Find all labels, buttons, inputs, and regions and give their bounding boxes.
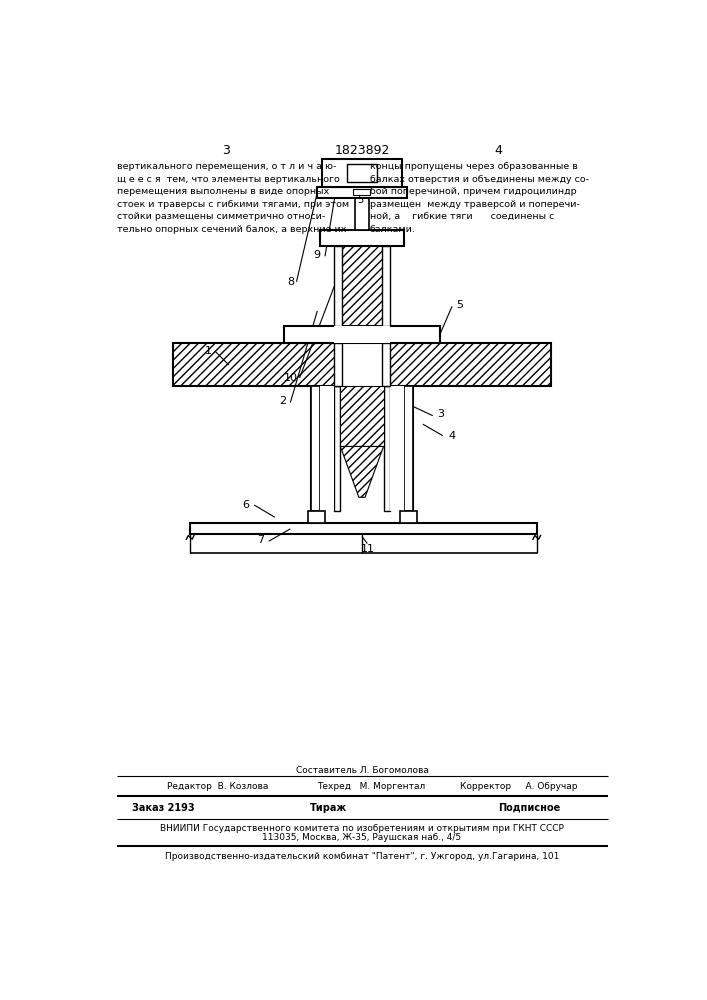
Bar — [399, 511, 416, 523]
Bar — [354, 189, 370, 195]
Text: Производственно-издательский комбинат "Патент", г. Ужгород, ул.Гагарина, 101: Производственно-издательский комбинат "П… — [165, 852, 559, 861]
Bar — [320, 230, 404, 246]
Bar — [334, 386, 340, 511]
Bar — [342, 246, 382, 326]
Text: 1823892: 1823892 — [334, 144, 390, 157]
Text: 3: 3 — [437, 409, 444, 419]
Bar — [390, 386, 404, 511]
Bar — [382, 343, 390, 386]
Text: Техред   М. Моргентал: Техред М. Моргентал — [317, 782, 426, 791]
Text: 113035, Москва, Ж-35, Раушская наб., 4/5: 113035, Москва, Ж-35, Раушская наб., 4/5 — [262, 833, 462, 842]
Text: ВНИИПИ Государственного комитета по изобретениям и открытиям при ГКНТ СССР: ВНИИПИ Государственного комитета по изоб… — [160, 824, 564, 833]
Text: Корректор     А. Обручар: Корректор А. Обручар — [460, 782, 577, 791]
Text: 5: 5 — [357, 195, 363, 205]
Bar — [190, 523, 537, 534]
Text: 7: 7 — [257, 535, 264, 545]
Text: 2: 2 — [279, 396, 286, 406]
Bar — [404, 386, 413, 511]
Bar — [346, 164, 378, 182]
Bar — [355, 198, 369, 230]
Bar — [334, 326, 390, 343]
Bar — [173, 343, 551, 386]
Text: 11: 11 — [361, 544, 374, 554]
Bar — [317, 187, 407, 198]
Text: 8: 8 — [287, 277, 294, 287]
Bar — [284, 326, 440, 343]
Text: Редактор  В. Козлова: Редактор В. Козлова — [167, 782, 269, 791]
Text: 10: 10 — [284, 373, 298, 383]
Text: концы пропущены через образованные в
балках отверстия и объединены между со-
бой: концы пропущены через образованные в бал… — [370, 162, 589, 234]
Bar — [322, 159, 402, 187]
Bar — [334, 343, 342, 386]
Bar — [334, 343, 390, 386]
Bar — [311, 386, 320, 511]
Bar — [340, 386, 383, 446]
Text: 6: 6 — [243, 500, 249, 510]
Text: 4: 4 — [494, 144, 502, 157]
Text: Составитель Л. Богомолова: Составитель Л. Богомолова — [296, 766, 428, 775]
Polygon shape — [340, 446, 383, 497]
Text: 3: 3 — [222, 144, 230, 157]
Bar — [308, 511, 325, 523]
Text: Подписное: Подписное — [498, 803, 561, 813]
Text: 5: 5 — [456, 300, 463, 310]
Bar — [173, 343, 551, 386]
Bar — [383, 386, 390, 511]
Text: Тираж: Тираж — [310, 803, 347, 813]
Bar — [320, 386, 334, 511]
Text: 4: 4 — [448, 431, 455, 441]
Bar — [382, 246, 390, 326]
Text: вертикального перемещения, о т л и ч а ю-
щ е е с я  тем, что элементы вертикаль: вертикального перемещения, о т л и ч а ю… — [117, 162, 349, 234]
Text: 9: 9 — [314, 250, 321, 260]
Text: 1: 1 — [204, 346, 211, 356]
Text: Заказ 2193: Заказ 2193 — [132, 803, 195, 813]
Bar — [334, 246, 342, 326]
